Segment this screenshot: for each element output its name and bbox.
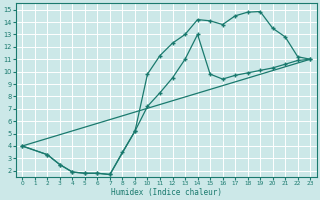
X-axis label: Humidex (Indice chaleur): Humidex (Indice chaleur) <box>111 188 222 197</box>
